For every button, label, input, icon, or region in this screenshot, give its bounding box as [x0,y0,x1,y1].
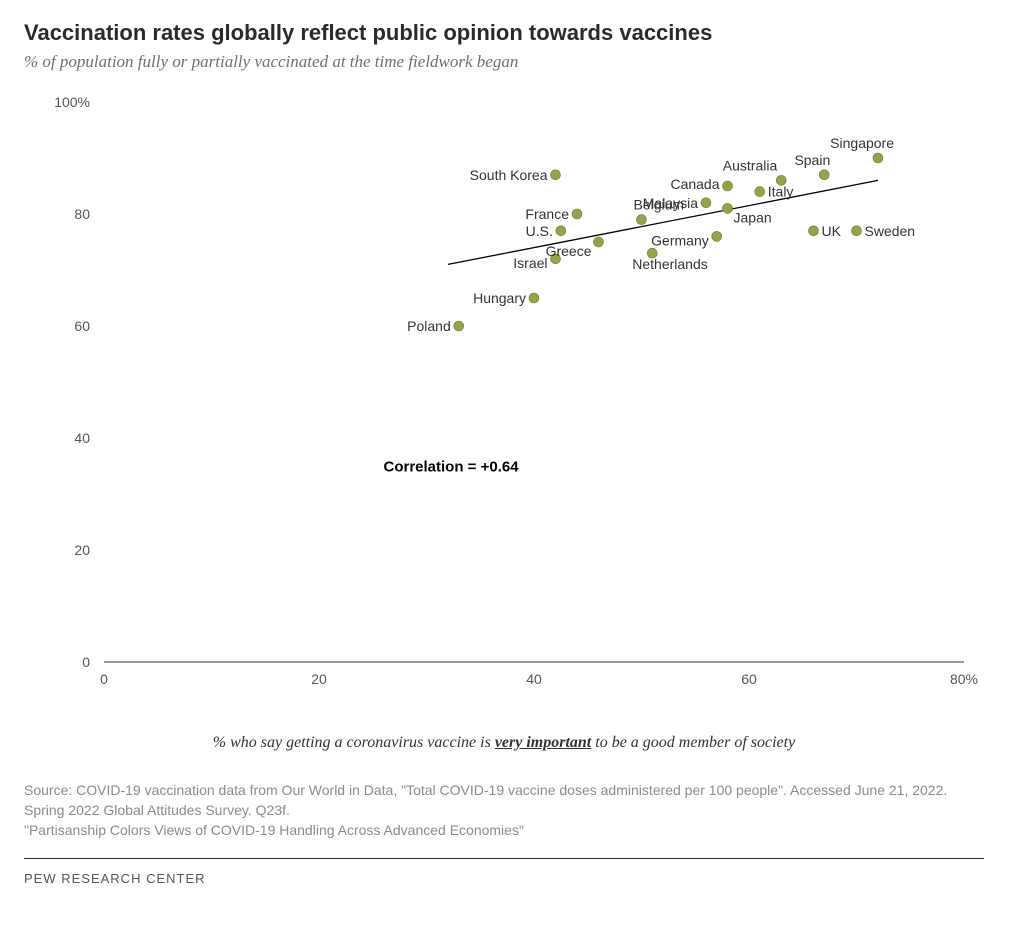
data-point [454,321,464,331]
data-point-label: Australia [723,157,778,173]
x-tick-label: 60 [741,671,757,687]
data-point-label: Spain [794,152,830,168]
data-point-label: Singapore [830,135,894,151]
data-point [572,209,582,219]
data-point [776,175,786,185]
data-point-label: Poland [407,318,451,334]
x-axis-label-suffix: to be a good member of society [591,734,795,751]
data-point-label: Canada [670,176,719,192]
chart-title: Vaccination rates globally reflect publi… [24,20,1000,46]
y-tick-label: 100% [54,94,90,110]
data-point-label: Japan [734,209,772,225]
footer-brand: PEW RESEARCH CENTER [24,871,1000,886]
data-point [556,226,566,236]
data-point [755,187,765,197]
data-point-label: Israel [513,255,547,271]
data-point-label: U.S. [526,223,553,239]
scatter-chart: 0 20 40 60 80 100% 0 20 40 60 80% Poland Hungary Isra… [24,92,984,732]
data-point [551,170,561,180]
y-tick-label: 60 [74,318,90,334]
chart-svg: 0 20 40 60 80 100% 0 20 40 60 80% Poland Hungary Isra… [24,92,984,732]
x-axis-label-emph: very important [495,734,591,751]
data-point [529,293,539,303]
data-point-label: Hungary [473,290,526,306]
x-axis-label-prefix: % who say getting a coronavirus vaccine … [213,734,495,751]
y-tick-label: 40 [74,430,90,446]
x-tick-label: 0 [100,671,108,687]
data-point-label: UK [822,223,842,239]
data-point-label: Germany [651,232,709,248]
y-tick-label: 0 [82,654,90,670]
data-point [852,226,862,236]
data-point [712,231,722,241]
source-line-2: "Partisanship Colors Views of COVID-19 H… [24,820,984,840]
x-tick-label: 80% [950,671,978,687]
source-line-1: Source: COVID-19 vaccination data from O… [24,780,984,821]
x-tick-label: 20 [311,671,327,687]
y-tick-label: 80 [74,206,90,222]
chart-subtitle: % of population fully or partially vacci… [24,52,1000,72]
data-point [873,153,883,163]
data-point [637,215,647,225]
data-point-label: Malaysia [643,195,698,211]
trend-line [448,180,878,264]
data-point-label: South Korea [470,167,548,183]
data-point [819,170,829,180]
data-point-label: Sweden [865,223,916,239]
data-point-label: Greece [546,243,592,259]
x-axis-label: % who say getting a coronavirus vaccine … [24,732,984,754]
x-tick-label: 40 [526,671,542,687]
data-point [701,198,711,208]
data-point-label: Netherlands [632,256,708,272]
data-point-label: France [525,206,569,222]
correlation-annotation: Correlation = +0.64 [384,459,520,476]
data-point-label: Italy [768,184,794,200]
data-point [723,203,733,213]
source-note: Source: COVID-19 vaccination data from O… [24,780,984,860]
data-point [594,237,604,247]
data-point [809,226,819,236]
data-point [723,181,733,191]
y-tick-label: 20 [74,542,90,558]
